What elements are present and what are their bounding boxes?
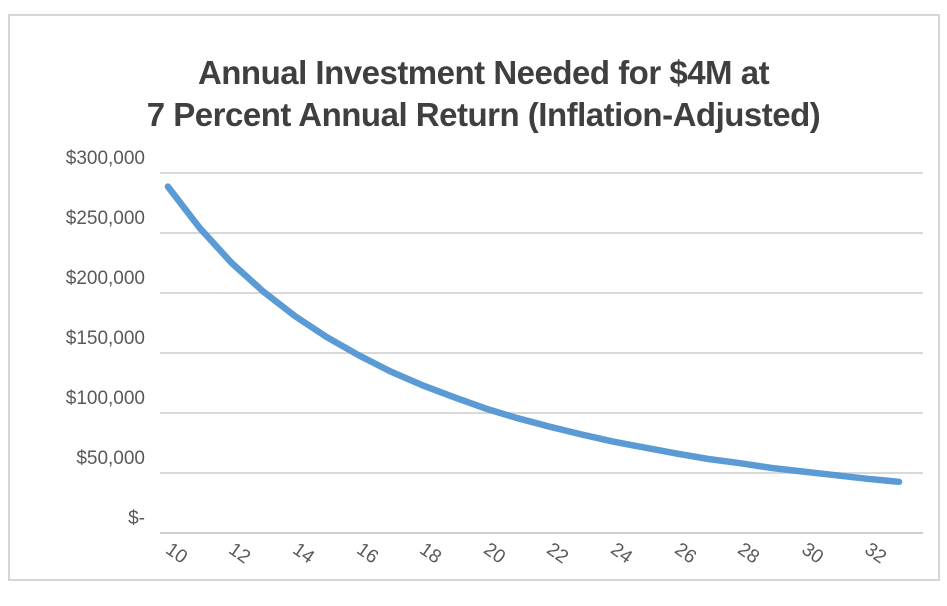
- x-axis-tick-label: 24: [606, 538, 636, 569]
- y-axis-tick-label: $50,000: [76, 448, 145, 469]
- x-axis-tick-label: 22: [542, 538, 573, 569]
- x-axis-tick-label: 20: [479, 538, 509, 569]
- chart-frame: Annual Investment Needed for $4M at 7 Pe…: [8, 14, 940, 581]
- y-axis-tick-label: $150,000: [65, 328, 145, 349]
- x-axis-tick-label: 14: [288, 538, 319, 569]
- plot-area: [160, 172, 923, 534]
- x-axis-line: [160, 532, 923, 534]
- x-axis-tick-label: 26: [670, 538, 700, 569]
- x-axis-tick-label: 12: [225, 538, 255, 569]
- major-gridline: [160, 172, 923, 174]
- y-axis-tick-label: $-: [128, 508, 145, 529]
- major-gridline: [160, 352, 923, 354]
- x-axis-tick-label: 16: [352, 538, 382, 569]
- y-axis-tick-label: $200,000: [65, 268, 145, 289]
- major-gridline: [160, 472, 923, 474]
- x-axis-tick-label: 10: [161, 538, 191, 569]
- major-gridline: [160, 232, 923, 234]
- y-axis-tick-label: $300,000: [65, 148, 145, 169]
- x-axis-tick-label: 30: [797, 538, 827, 569]
- chart-title-line-1: Annual Investment Needed for $4M at: [197, 54, 770, 91]
- x-axis-tick-label: 32: [860, 538, 891, 569]
- major-gridline: [160, 412, 923, 414]
- y-axis-tick-label: $250,000: [65, 208, 145, 229]
- x-axis-tick-label: 18: [415, 538, 446, 569]
- major-gridline: [160, 292, 923, 294]
- y-axis-tick-label: $100,000: [65, 388, 145, 409]
- chart-title: Annual Investment Needed for $4M at 7 Pe…: [10, 52, 947, 136]
- chart-title-line-2: 7 Percent Annual Return (Inflation-Adjus…: [146, 96, 821, 133]
- x-axis-tick-label: 28: [733, 538, 764, 569]
